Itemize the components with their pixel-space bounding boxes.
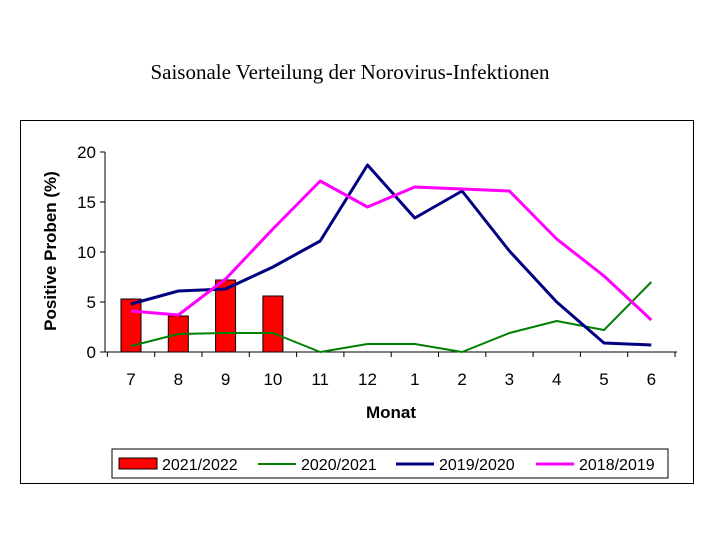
chart-title: Saisonale Verteilung der Norovirus-Infek… (150, 60, 550, 84)
legend-box (111, 448, 669, 479)
x-tick-label: 12 (358, 370, 377, 389)
legend-swatch (118, 457, 158, 470)
x-tick-label: 10 (263, 370, 282, 389)
plot-frame (100, 151, 677, 357)
legend-label: 2019/2020 (439, 457, 515, 474)
x-tick-label: 9 (221, 370, 230, 389)
chart-area: 0 5 10 15 20 7 8 9 10 11 12 1 2 3 4 5 6 Monat Positive P… (20, 120, 694, 484)
line-series (130, 163, 653, 353)
x-tick-label: 7 (126, 370, 135, 389)
legend-label: 2020/2021 (301, 457, 377, 474)
x-tick-label: 4 (552, 370, 561, 389)
x-tick-label: 8 (174, 370, 183, 389)
y-tick-label: 10 (77, 243, 96, 262)
x-tick-label: 6 (647, 370, 656, 389)
y-tick-label: 20 (77, 143, 96, 162)
x-axis-label: Monat (366, 403, 416, 422)
series-line-2020/2021 (130, 281, 653, 353)
y-axis-label: Positive Proben (%) (41, 171, 60, 331)
y-tick-label: 5 (87, 293, 96, 312)
legend-label: 2021/2022 (162, 457, 238, 474)
bar-series (120, 279, 284, 353)
bar-2021/2022 (262, 295, 284, 353)
x-tick-label: 1 (410, 370, 419, 389)
x-tick-label: 3 (505, 370, 514, 389)
legend-label: 2018/2019 (579, 457, 655, 474)
x-tick-label: 2 (457, 370, 466, 389)
bar-2021/2022 (215, 279, 237, 353)
x-tick-label: 5 (599, 370, 608, 389)
legend: 2021/2022 2020/2021 2019/2020 2018/2019 (111, 448, 669, 479)
y-tick-label: 0 (87, 343, 96, 362)
series-line-2019/2020 (130, 163, 652, 347)
x-tick-label: 11 (311, 370, 329, 389)
series-line-2018/2019 (130, 179, 653, 322)
y-tick-label: 15 (77, 193, 96, 212)
